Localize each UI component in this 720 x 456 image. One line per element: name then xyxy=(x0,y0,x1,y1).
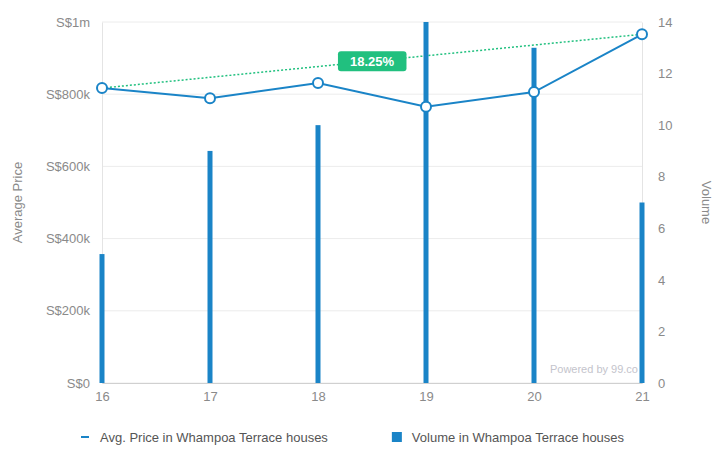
y2-tick-label: 4 xyxy=(658,273,665,288)
y2-tick: 10 xyxy=(642,118,672,133)
y2-tick: 2 xyxy=(642,324,665,339)
y-tick-label: S$200k xyxy=(46,303,91,318)
trend-line xyxy=(102,34,642,88)
legend-label: Volume in Whampoa Terrace houses xyxy=(412,430,625,445)
y2-tick-label: 0 xyxy=(658,376,665,391)
x-axis: 16 17 18 19 20 21 xyxy=(95,383,649,404)
y-tick: S$600k xyxy=(46,159,102,174)
y2-tick: 4 xyxy=(642,273,665,288)
legend-label: Avg. Price in Whampoa Terrace houses xyxy=(100,430,328,445)
legend-symbol xyxy=(392,432,402,442)
y-tick: S$200k xyxy=(46,303,102,318)
grid xyxy=(102,22,642,383)
y-tick-label: S$400k xyxy=(46,231,91,246)
y2-tick: 8 xyxy=(642,169,665,184)
x-tick: 21 xyxy=(635,383,649,404)
point xyxy=(421,102,431,112)
y-tick-label: S$600k xyxy=(46,159,91,174)
x-tick: 16 xyxy=(95,383,109,404)
x-tick: 20 xyxy=(527,383,541,404)
x-tick: 19 xyxy=(419,383,433,404)
point xyxy=(205,93,215,103)
x-tick-label: 18 xyxy=(311,389,325,404)
y2-axis-title: Volume xyxy=(699,181,714,224)
chart: S$0 S$200k S$400k S$600k S$800k S$1m 0 2 4 6 8 10 12… xyxy=(0,0,720,456)
y-axis: S$0 S$200k S$400k S$600k S$800k S$1m xyxy=(46,15,103,391)
y2-tick-label: 14 xyxy=(658,15,672,30)
grid-line xyxy=(102,310,642,311)
x-tick-label: 20 xyxy=(527,389,541,404)
y-tick-label: S$800k xyxy=(46,87,91,102)
bar xyxy=(316,125,321,383)
y-tick: S$1m xyxy=(56,15,102,30)
y-tick: S$400k xyxy=(46,231,102,246)
bar xyxy=(208,151,213,383)
point xyxy=(97,83,107,93)
x-axis-line xyxy=(103,383,643,384)
point xyxy=(529,87,539,97)
y-tick-label: S$0 xyxy=(67,376,90,391)
point xyxy=(637,29,647,39)
legend: Avg. Price in Whampoa Terrace houses Volu… xyxy=(81,430,625,445)
grid-line xyxy=(102,22,642,23)
y-axis-title: Average Price xyxy=(10,162,25,243)
bar xyxy=(100,254,105,383)
trend-label-box xyxy=(338,51,407,71)
legend-item: Volume in Whampoa Terrace houses xyxy=(392,430,625,445)
x-tick: 17 xyxy=(203,383,217,404)
trend-label-text: 18.25% xyxy=(350,54,395,69)
x-tick-label: 17 xyxy=(203,389,217,404)
point xyxy=(313,78,323,88)
y2-tick: 14 xyxy=(642,15,672,30)
x-tick-label: 19 xyxy=(419,389,433,404)
legend-symbol xyxy=(81,436,89,438)
x-tick-label: 16 xyxy=(95,389,109,404)
bar xyxy=(424,22,429,383)
x-tick-label: 21 xyxy=(635,389,649,404)
y2-axis: 0 2 4 6 8 10 12 14 xyxy=(642,15,672,391)
y2-tick-label: 10 xyxy=(658,118,672,133)
grid-line xyxy=(102,166,642,167)
y2-tick-label: 2 xyxy=(658,324,665,339)
watermark: Powered by 99.co xyxy=(550,363,638,375)
price-line xyxy=(102,34,642,107)
y2-tick-label: 6 xyxy=(658,221,665,236)
plot-area xyxy=(97,22,647,383)
bar xyxy=(532,48,537,383)
y2-tick: 12 xyxy=(642,66,672,81)
bar xyxy=(640,203,645,384)
y2-tick: 6 xyxy=(642,221,665,236)
grid-line xyxy=(102,383,642,384)
y2-tick-label: 8 xyxy=(658,169,665,184)
grid-line xyxy=(102,238,642,239)
y-tick: S$800k xyxy=(46,87,102,102)
y2-tick-label: 12 xyxy=(658,66,672,81)
legend-item: Avg. Price in Whampoa Terrace houses xyxy=(81,430,328,445)
x-tick: 18 xyxy=(311,383,325,404)
y-tick-label: S$1m xyxy=(56,15,90,30)
trend-label: 18.25% xyxy=(338,51,407,71)
